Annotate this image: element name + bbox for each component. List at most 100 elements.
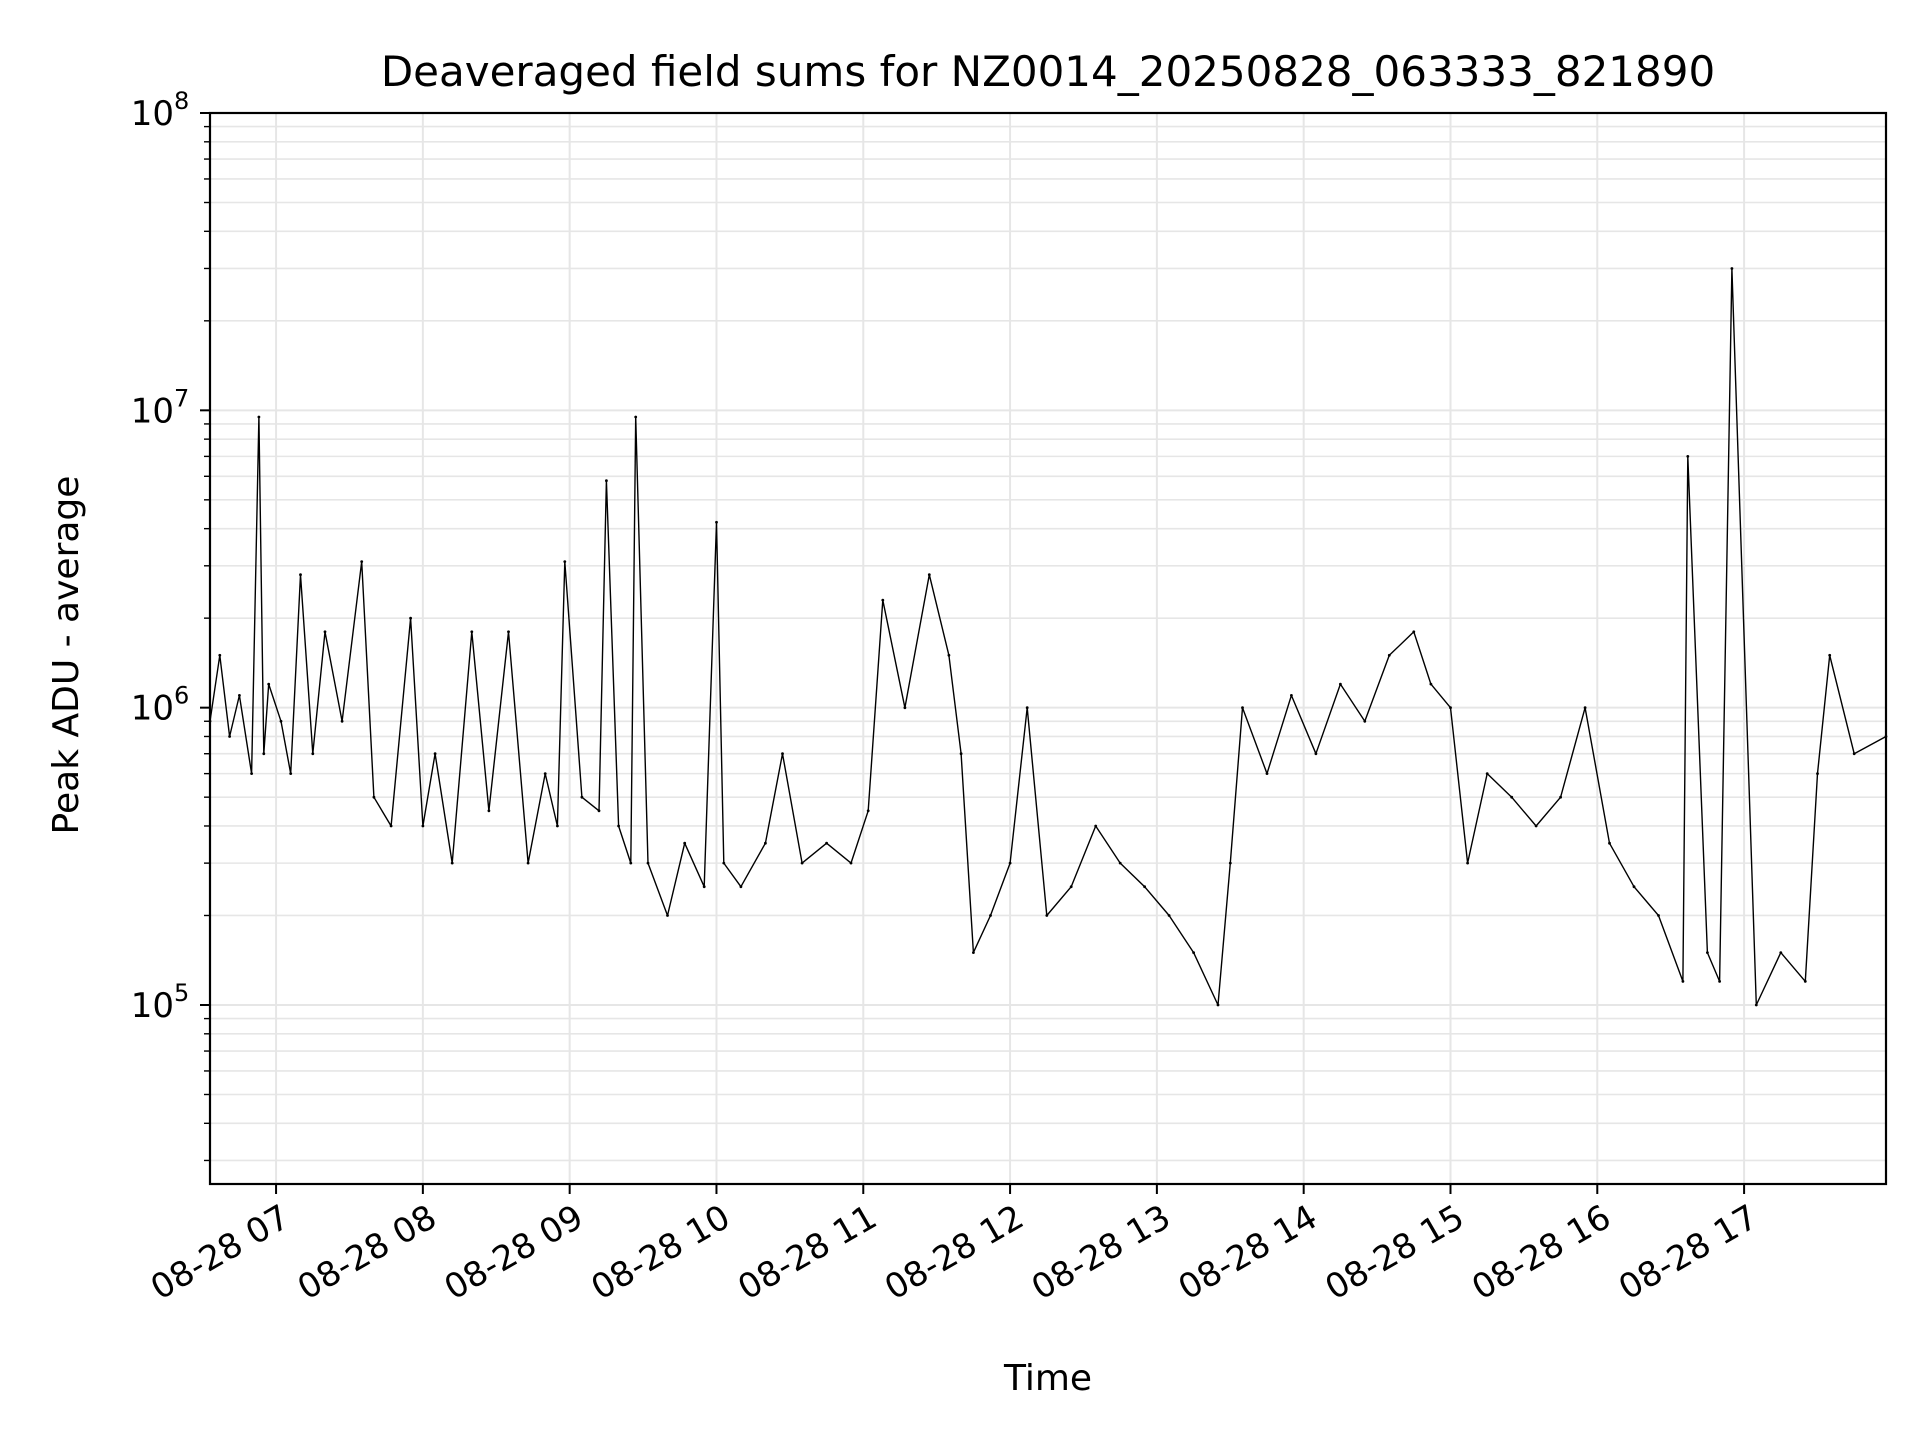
data-point <box>947 653 951 657</box>
data-point <box>1339 682 1342 686</box>
data-point <box>218 653 222 657</box>
data-point <box>1025 706 1029 710</box>
data-point <box>646 861 650 865</box>
data-point <box>1816 772 1819 775</box>
data-point <box>267 682 271 686</box>
data-point <box>563 560 567 563</box>
data-point <box>262 752 266 756</box>
data-point <box>1485 772 1489 775</box>
data-point <box>1510 795 1514 799</box>
data-point <box>605 479 608 483</box>
data-point <box>1583 706 1587 710</box>
data-point <box>487 809 491 813</box>
data-point <box>1852 752 1856 756</box>
data-point <box>866 809 870 813</box>
data-point <box>1412 630 1416 634</box>
data-point <box>580 795 584 799</box>
data-point <box>1069 885 1073 889</box>
series-line <box>209 267 1887 1006</box>
data-point <box>450 861 454 865</box>
data-point <box>1803 980 1807 983</box>
data-point <box>1167 914 1171 917</box>
data-point <box>299 573 302 577</box>
data-point <box>715 520 718 524</box>
data-point <box>634 415 638 419</box>
data-point <box>340 719 344 723</box>
data-point <box>1429 682 1433 686</box>
data-point <box>1706 951 1709 954</box>
data-point <box>959 752 963 756</box>
data-point <box>1779 951 1783 954</box>
data-point <box>1094 824 1098 828</box>
data-point <box>289 772 293 775</box>
data-point <box>250 772 254 775</box>
plot-frame <box>208 111 1888 1186</box>
data-point <box>556 824 559 828</box>
data-point <box>372 795 376 799</box>
data-point <box>1449 706 1452 710</box>
ticks <box>200 112 1746 1194</box>
data-point <box>1686 455 1690 458</box>
data-point <box>702 885 706 889</box>
data-point <box>781 752 784 756</box>
y-tick-exponent: 8 <box>174 87 189 115</box>
y-tick-exponent: 5 <box>174 979 189 1007</box>
data-point <box>1387 653 1391 657</box>
data-point <box>1143 885 1146 889</box>
data-point <box>1216 1003 1220 1007</box>
data-point <box>764 841 767 845</box>
data-point <box>1681 980 1685 983</box>
chart-title: Deaveraged field sums for NZ0014_2025082… <box>381 47 1715 96</box>
y-tick-label: 106 <box>131 682 190 729</box>
data-point <box>1657 914 1660 917</box>
data-point <box>433 752 437 756</box>
series-layer <box>208 267 1888 1007</box>
data-point <box>683 841 687 845</box>
data-point <box>903 706 907 710</box>
data-point <box>1118 861 1122 865</box>
x-axis-label: Time <box>1003 1358 1092 1399</box>
data-point <box>257 415 261 419</box>
data-point <box>1559 795 1562 799</box>
data-point <box>1632 885 1636 889</box>
data-point <box>666 914 669 917</box>
data-point <box>421 824 425 828</box>
data-point <box>470 630 474 634</box>
data-point <box>526 861 530 865</box>
data-point <box>1363 719 1367 723</box>
y-tick-exponent: 6 <box>174 682 189 710</box>
data-point <box>543 772 547 775</box>
data-point <box>739 885 743 889</box>
data-point <box>323 630 327 634</box>
data-point <box>409 616 412 620</box>
data-point <box>1228 861 1232 865</box>
data-point <box>1730 267 1734 270</box>
y-tick-base: 10 <box>131 94 174 134</box>
data-point <box>617 824 620 828</box>
data-point <box>849 861 853 865</box>
data-point <box>881 598 885 602</box>
data-point <box>629 861 633 865</box>
data-point <box>1466 861 1469 865</box>
y-tick-base: 10 <box>131 391 174 431</box>
data-point <box>989 914 992 917</box>
y-tick-exponent: 7 <box>174 384 189 412</box>
data-point <box>389 824 393 828</box>
data-point <box>722 861 726 865</box>
data-point <box>597 809 601 813</box>
data-point <box>228 735 232 738</box>
data-point <box>507 630 510 634</box>
data-point <box>238 694 241 697</box>
data-point <box>1314 752 1318 756</box>
data-point <box>1534 824 1538 828</box>
y-tick-label: 107 <box>131 384 190 431</box>
data-point <box>311 752 315 756</box>
data-point <box>1241 706 1244 710</box>
y-tick-base: 10 <box>131 986 174 1026</box>
data-point <box>360 560 364 563</box>
data-point <box>972 951 975 954</box>
data-point <box>1828 653 1832 657</box>
